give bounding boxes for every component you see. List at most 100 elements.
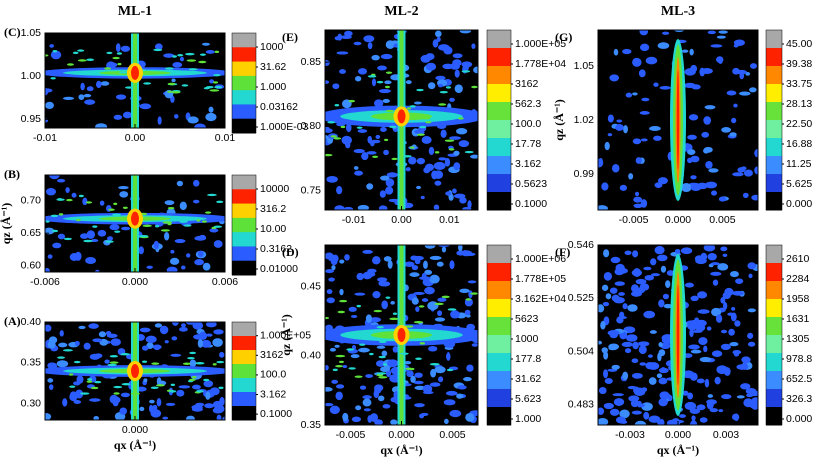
map-speckle [703,345,708,353]
map-speckle [446,368,454,372]
map-speckle [639,111,650,115]
colorbar-band [232,90,256,105]
map-speckle [49,44,54,48]
map-speckle [688,344,700,350]
map-speckle [154,43,163,50]
map-speckle [122,111,132,119]
map-speckle [153,240,159,250]
map-speckle [80,233,89,239]
map-speckle [710,262,720,266]
map-speckle [92,225,98,228]
map-speckle [150,386,159,389]
map-speckle [145,335,157,344]
map-speckle [470,292,478,295]
y-tick-label: 0.35 [21,357,42,369]
map-speckle [63,362,69,366]
x-axis-label: qx (Å⁻¹) [380,443,422,457]
map-speckle [666,270,675,276]
colorbar-band [766,407,782,426]
map-speckle [391,157,398,161]
map-peak [131,211,139,226]
map-speckle [376,372,387,375]
map-speckle [729,341,739,347]
map-speckle [622,48,632,55]
map-speckle [437,297,447,302]
x-tick-label: -0.005 [336,429,366,441]
map-speckle [369,317,382,323]
map-speckle [418,305,425,308]
colorbar-label: 316.2 [260,203,286,215]
map-speckle [205,211,212,214]
map-speckle [598,157,604,167]
x-tick-label: 0.005 [709,214,735,226]
map-speckle [612,393,624,397]
map-speckle [205,333,213,337]
map-speckle [104,67,112,70]
map-speckle [457,385,467,390]
colorbar-band [487,102,511,121]
map-speckle [628,395,640,402]
map-speckle [336,186,343,195]
map-speckle [125,86,134,89]
map-speckle [191,375,197,379]
map-speckle [157,116,162,125]
map-speckle [461,70,471,73]
map-speckle [201,220,207,223]
map-speckle [704,378,710,388]
x-tick-label: 0.000 [122,424,148,436]
map-speckle [405,367,414,371]
map-speckle [711,307,722,317]
map-speckle [47,362,57,366]
map-speckle [192,322,204,330]
colorbar-label: 0.000 [786,413,812,425]
colorbar-label: 0.3162 [260,243,292,255]
map-speckle [379,190,386,198]
map-speckle [339,299,348,303]
map-speckle [331,254,339,263]
map-speckle [424,269,433,275]
map-speckle [463,377,472,382]
map-speckle [326,289,333,295]
map-speckle [186,253,191,258]
map-speckle [86,86,94,92]
map-speckle [104,359,110,364]
map-speckle [67,63,74,66]
map-speckle [339,69,346,74]
map-speckle [414,403,425,408]
map-speckle [705,181,718,189]
map-speckle [326,175,338,183]
map-speckle [619,184,628,191]
map-speckle [444,157,451,167]
map-speckle [205,391,211,400]
map-speckle [110,396,121,404]
map-speckle [403,155,412,158]
map-speckle [754,149,758,158]
colorbar-frame [486,244,512,426]
map-speckle [678,414,687,418]
map-speckle [193,199,200,204]
map-speckle [165,402,176,406]
map-speckle [452,59,462,67]
map [45,322,225,420]
map-speckle [350,314,358,318]
map-speckle [143,378,148,383]
colorbar-band [766,263,782,282]
map-speckle [45,220,50,223]
map-peak [676,284,680,386]
colorbar-band [487,335,511,354]
y-tick-label: 0.483 [568,398,594,410]
y-tick-label: 0.99 [574,168,595,180]
map-speckle [607,114,614,123]
map-speckle [603,301,609,307]
map-speckle [448,148,455,151]
map-speckle [690,319,698,327]
map-speckle [657,419,663,425]
map-speckle [121,383,131,386]
map-speckle [615,124,624,131]
map [325,30,478,210]
map-speckle [614,281,625,286]
map-speckle [49,175,60,180]
map-speckle [444,418,449,425]
map-speckle [83,93,92,98]
map-speckle [716,56,724,63]
